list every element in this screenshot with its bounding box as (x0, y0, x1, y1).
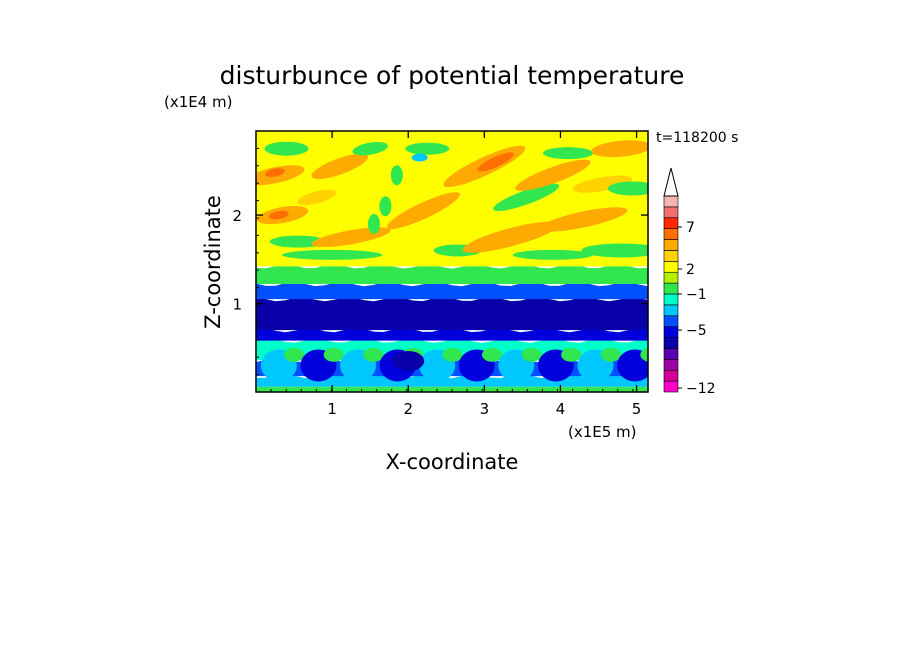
contour-band (256, 327, 648, 341)
colorbar-swatch (663, 250, 679, 262)
colorbar-swatch (663, 282, 679, 295)
colorbar-swatch (663, 228, 679, 240)
x-tick-label: 3 (480, 400, 490, 418)
colorbar-label: −1 (686, 287, 707, 303)
contour-band (256, 373, 648, 387)
colorbar-swatch (663, 206, 679, 219)
contour-cell (297, 189, 337, 206)
y-axis-label: Z-coordinate (201, 195, 225, 329)
contour-cell (581, 243, 648, 258)
colorbar-swatch (663, 348, 679, 360)
contour-cell (323, 347, 344, 362)
contour-cell (379, 196, 392, 217)
contour-cell (363, 347, 384, 362)
contour-cell (600, 347, 621, 362)
contour-cell (617, 349, 648, 382)
contour-cell (607, 181, 648, 196)
contour-cell (284, 347, 305, 362)
contour-cell (352, 142, 388, 156)
y-tick-label: 2 (232, 207, 242, 225)
contour-cell (481, 347, 502, 362)
contour-cell (539, 207, 628, 232)
colorbar-swatch (663, 217, 679, 229)
contour-cell (311, 153, 369, 180)
contour-cell (405, 142, 450, 155)
contour-cell (265, 168, 285, 178)
colorbar-swatch (663, 326, 679, 338)
colorbar-label: −5 (686, 323, 707, 339)
contour-cell (493, 183, 560, 212)
colorbar-swatch (663, 261, 679, 273)
contour-cell (640, 348, 648, 362)
contour-cell (392, 351, 425, 372)
x-tick-label: 2 (403, 400, 413, 418)
colorbar-label: 2 (686, 262, 695, 278)
colorbar-swatch (663, 271, 679, 284)
contour-cell (264, 141, 309, 156)
colorbar-swatch (663, 337, 679, 349)
contour-cell (367, 213, 380, 234)
contour-cell (462, 221, 560, 253)
colorbar-label: −12 (686, 381, 716, 397)
contour-cell (390, 165, 403, 186)
colorbar-swatch (663, 239, 679, 251)
colorbar-swatch (663, 359, 679, 371)
contour-cell (411, 153, 428, 162)
colorbar-swatch (663, 380, 679, 393)
chart-title: disturbunce of potential temperature (220, 61, 685, 90)
y-unit-label: (x1E4 m) (164, 93, 233, 111)
contour-band (256, 296, 648, 331)
contour-cell (561, 347, 582, 362)
colorbar: 7 2 −1 −5 −12 (663, 167, 716, 397)
colorbar-swatch (663, 304, 679, 317)
contour-cell (521, 347, 542, 362)
contour-cell (387, 192, 460, 230)
axis-ticks: 1 2 3 4 5 1 2 (232, 131, 648, 418)
colorbar-swatch (663, 315, 679, 327)
contour-cell (269, 235, 326, 248)
colorbar-swatch (663, 293, 679, 306)
plot-area (256, 131, 648, 392)
contour-cell (591, 140, 648, 158)
y-tick-label: 1 (232, 296, 242, 314)
contour-band (256, 264, 648, 285)
x-unit-label: (x1E5 m) (568, 423, 637, 441)
colorbar-extend-arrow (663, 167, 679, 197)
x-axis-label: X-coordinate (386, 450, 519, 474)
contour-cell (442, 347, 463, 362)
contour-blobs (256, 140, 648, 382)
colorbar-label: 7 (686, 220, 695, 236)
contour-cell (512, 249, 593, 260)
contour-cell (543, 147, 594, 160)
x-tick-label: 5 (632, 400, 642, 418)
x-tick-label: 4 (556, 400, 566, 418)
contour-cell (477, 152, 515, 172)
colorbar-swatch (663, 369, 679, 382)
colorbar-swatch (663, 195, 679, 208)
contour-band (256, 281, 648, 300)
time-label: t=118200 s (656, 130, 738, 146)
contour-cell (282, 249, 383, 260)
contour-cell (268, 210, 289, 220)
contour-cell (572, 175, 632, 193)
x-tick-label: 1 (327, 400, 337, 418)
contour-cell (515, 159, 591, 191)
